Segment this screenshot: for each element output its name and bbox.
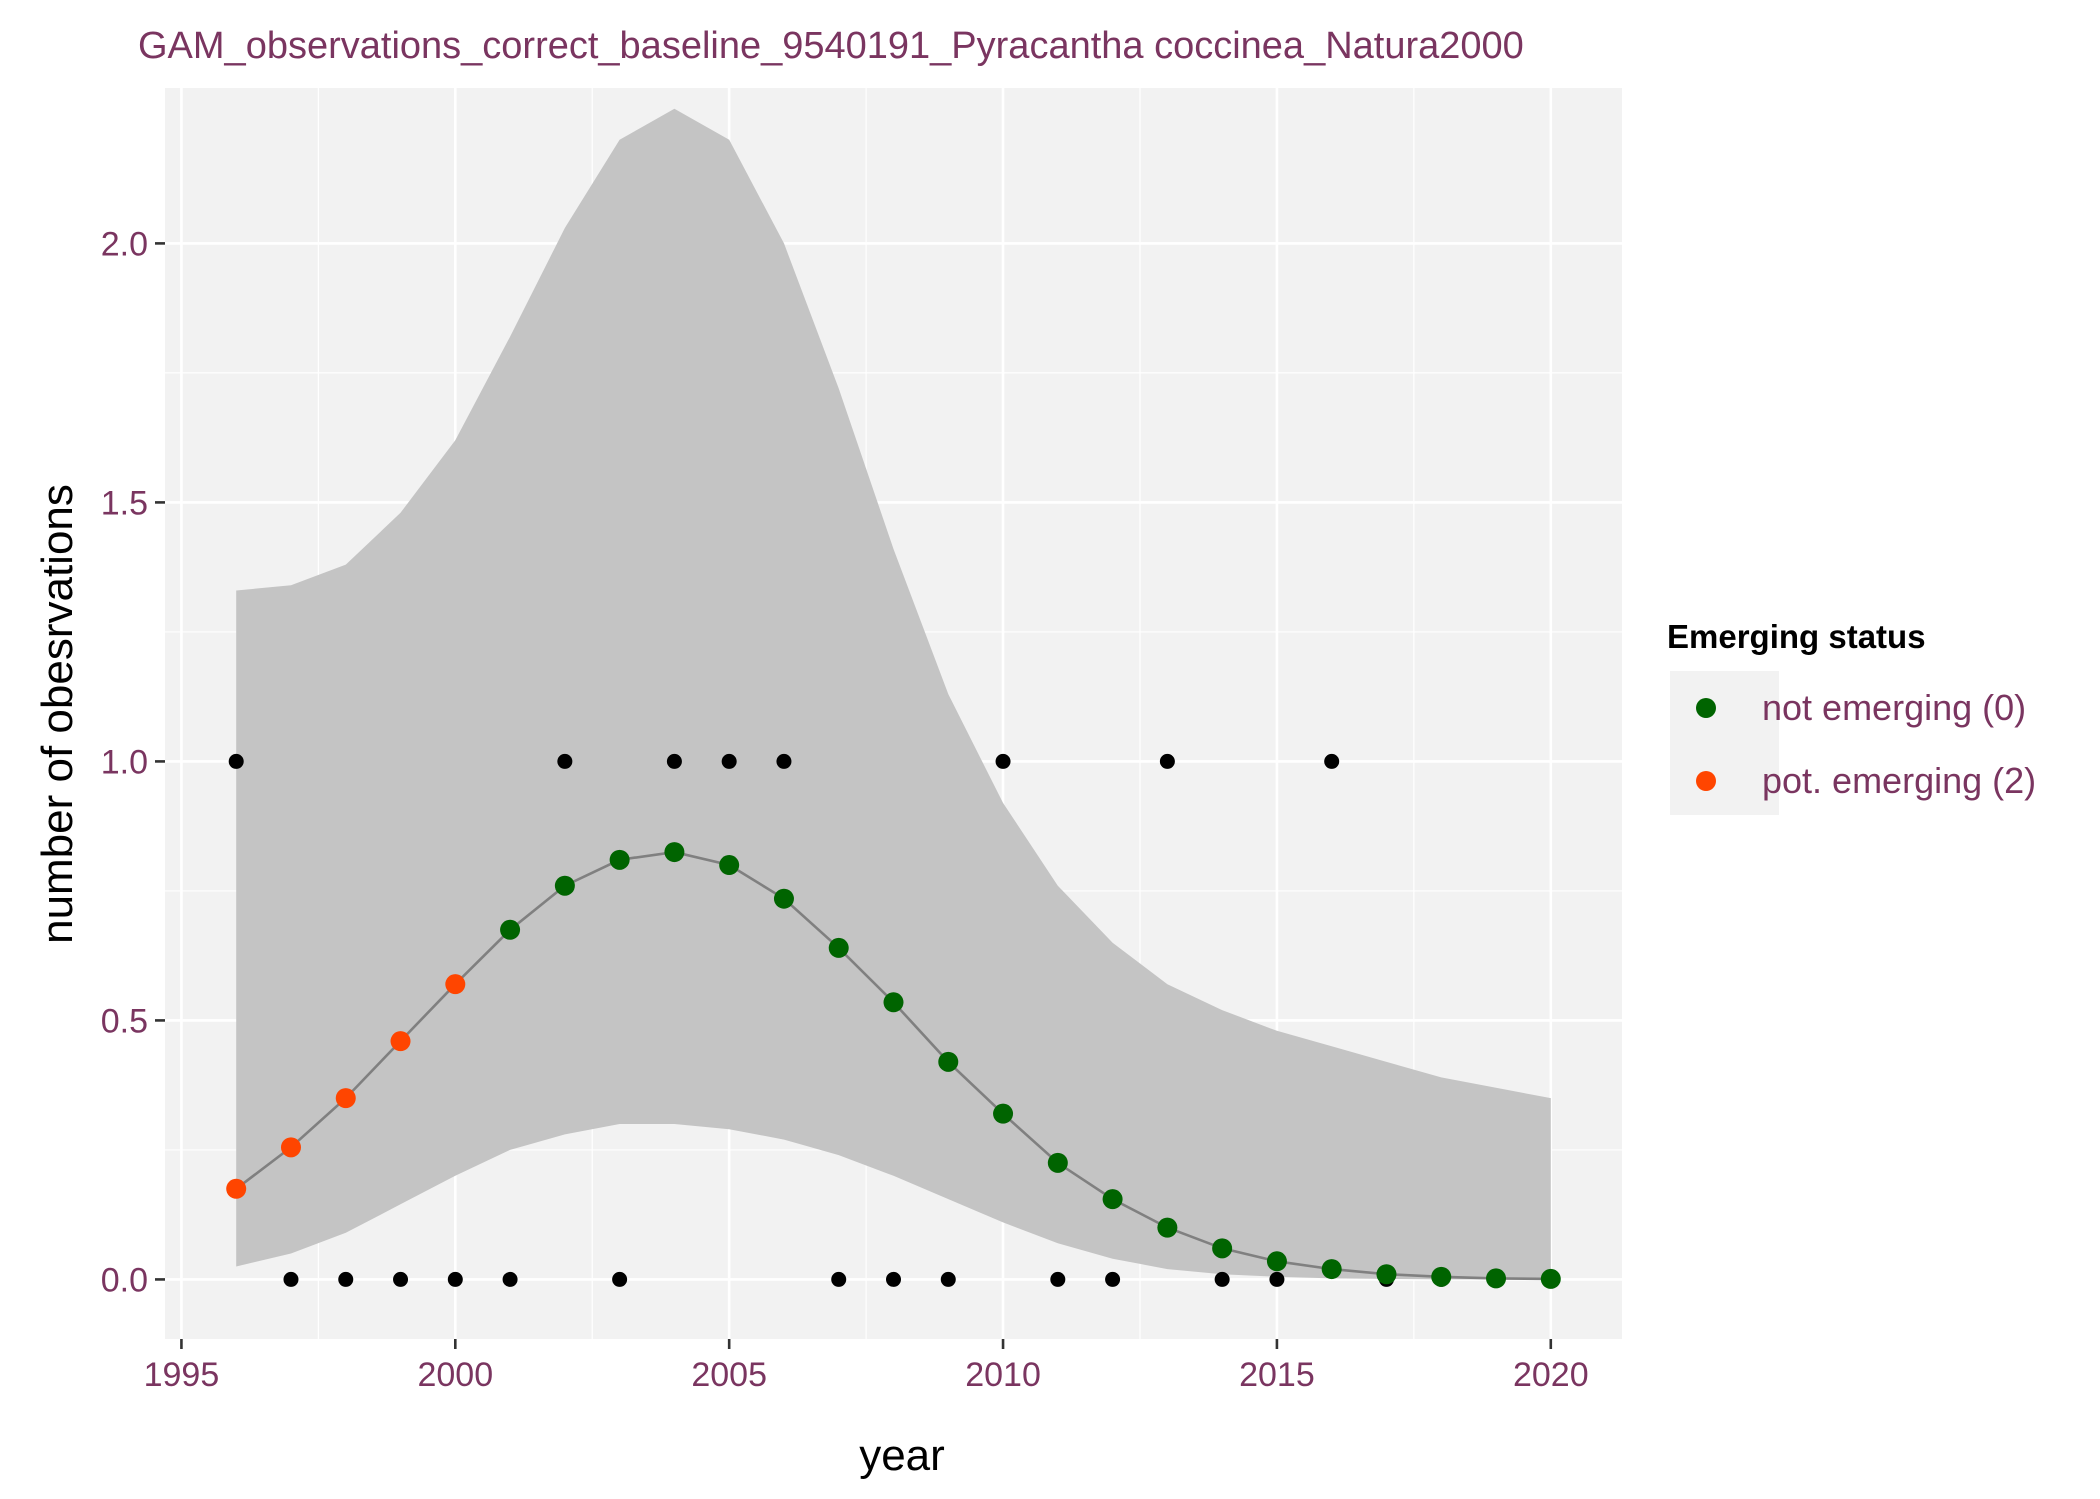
x-tick-label: 2005 bbox=[691, 1356, 767, 1394]
legend-key-not-emerging bbox=[1696, 698, 1716, 718]
x-tick-label: 2015 bbox=[1239, 1356, 1315, 1394]
chart-title: GAM_observations_correct_baseline_954019… bbox=[138, 25, 1524, 67]
fitted-point bbox=[938, 1051, 959, 1072]
fitted-point bbox=[609, 849, 630, 870]
x-tick-label: 2000 bbox=[417, 1356, 493, 1394]
fitted-point bbox=[554, 875, 575, 896]
x-tick-label: 1995 bbox=[144, 1356, 220, 1394]
observation-point bbox=[666, 753, 682, 769]
observation-point bbox=[886, 1271, 901, 1287]
y-tick-label: 2.0 bbox=[101, 225, 148, 263]
fitted-point bbox=[1376, 1264, 1397, 1285]
legend-key-pot-emerging bbox=[1696, 771, 1716, 791]
fitted-point bbox=[1486, 1268, 1507, 1289]
fitted-point bbox=[500, 919, 521, 940]
fitted-point bbox=[226, 1178, 247, 1199]
observation-point bbox=[1269, 1271, 1285, 1287]
fitted-point bbox=[1321, 1259, 1342, 1280]
observation-point bbox=[447, 1271, 463, 1287]
observation-point bbox=[283, 1271, 299, 1287]
observation-point bbox=[831, 1271, 847, 1287]
observation-point bbox=[1214, 1271, 1230, 1287]
observation-point bbox=[1324, 753, 1340, 769]
x-tick-label: 2010 bbox=[965, 1356, 1041, 1394]
observation-point bbox=[776, 753, 792, 769]
fitted-point bbox=[1102, 1189, 1123, 1210]
observation-point bbox=[393, 1271, 409, 1287]
fitted-point bbox=[1266, 1251, 1287, 1272]
fitted-point bbox=[883, 992, 904, 1013]
fitted-point bbox=[828, 937, 849, 958]
fitted-point bbox=[390, 1031, 411, 1052]
legend-key-background bbox=[1670, 671, 1779, 815]
observation-point bbox=[502, 1271, 518, 1287]
fitted-points bbox=[226, 842, 1561, 1289]
fitted-point bbox=[1047, 1152, 1068, 1173]
fitted-point bbox=[1212, 1238, 1233, 1259]
observation-point bbox=[1159, 753, 1175, 769]
observation-point bbox=[1050, 1271, 1066, 1287]
observation-point bbox=[721, 753, 737, 769]
x-tick-label: 2020 bbox=[1513, 1356, 1589, 1394]
legend-label-pot-emerging: pot. emerging (2) bbox=[1762, 760, 2036, 801]
fitted-point bbox=[1540, 1268, 1561, 1289]
observation-point bbox=[557, 753, 573, 769]
observation-point bbox=[940, 1271, 956, 1287]
observation-point bbox=[338, 1271, 354, 1287]
x-axis-title: year bbox=[859, 1431, 945, 1480]
y-axis-title: number of obesrvations bbox=[33, 484, 82, 944]
fitted-point bbox=[1431, 1266, 1452, 1287]
y-tick-label: 0.5 bbox=[101, 1002, 148, 1040]
fitted-point bbox=[664, 842, 685, 863]
legend: Emerging status not emerging (0) pot. em… bbox=[1667, 618, 2036, 815]
fitted-point bbox=[335, 1088, 356, 1109]
confidence-ribbon bbox=[236, 108, 1551, 1280]
observation-point bbox=[1105, 1271, 1121, 1287]
legend-title: Emerging status bbox=[1667, 618, 1926, 655]
observation-point bbox=[995, 753, 1011, 769]
y-tick-label: 1.5 bbox=[101, 484, 148, 522]
fitted-point bbox=[1157, 1217, 1178, 1238]
x-axis: 1995 2000 2005 2010 2015 2020 bbox=[144, 1339, 1589, 1394]
fitted-point bbox=[445, 974, 466, 995]
y-tick-label: 1.0 bbox=[101, 743, 148, 781]
y-tick-label: 0.0 bbox=[101, 1261, 148, 1299]
legend-label-not-emerging: not emerging (0) bbox=[1762, 687, 2026, 728]
fitted-point bbox=[280, 1137, 301, 1158]
fitted-point bbox=[773, 888, 794, 909]
fitted-point bbox=[993, 1103, 1014, 1124]
y-axis: 0.0 0.5 1.0 1.5 2.0 bbox=[101, 225, 165, 1299]
fitted-point bbox=[719, 855, 740, 876]
observation-point bbox=[612, 1271, 628, 1287]
observation-point bbox=[228, 753, 244, 769]
